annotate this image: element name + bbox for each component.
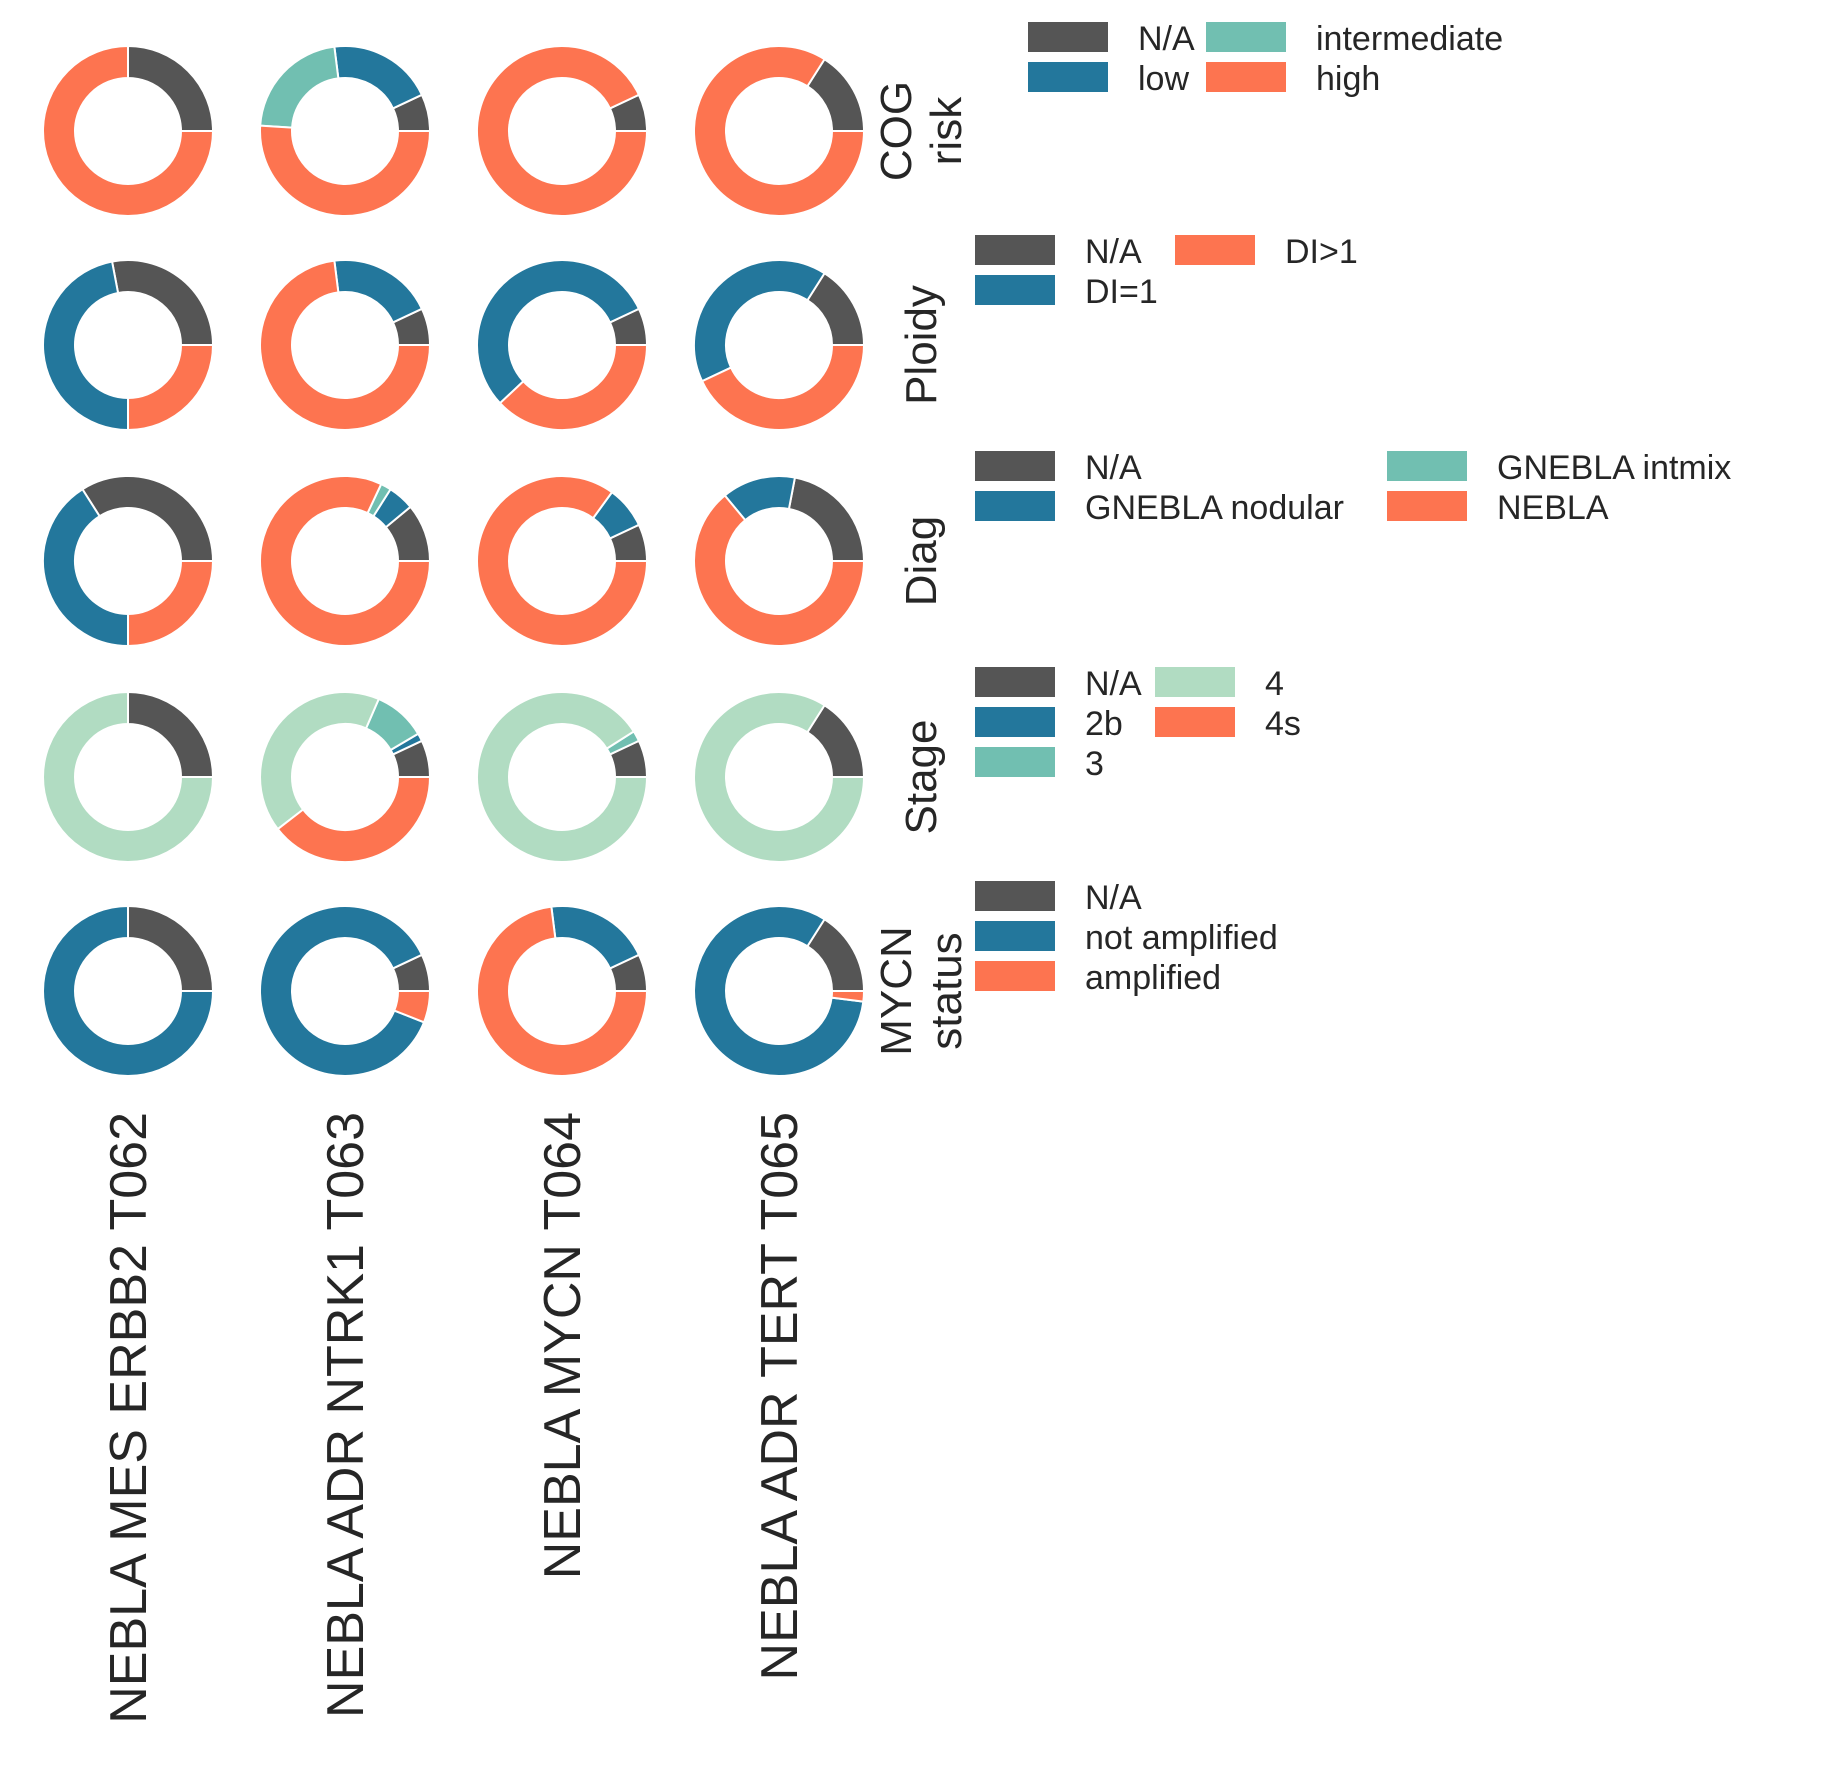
row-label-stage: Stage (897, 720, 946, 835)
legend-swatch-ploidy-n-a (975, 235, 1055, 265)
legend-label-stage-2b: 2b (1085, 705, 1123, 743)
legend-label-cog-risk-high: high (1316, 60, 1380, 98)
donut-slice-mycn-status-nebla-adr-tert-t065-not-amplified (693, 905, 865, 1077)
legend-label-stage-4: 4 (1265, 665, 1284, 703)
legend-swatch-ploidy-di-1 (1175, 235, 1255, 265)
donut-slice-ploidy-nebla-adr-tert-t065-di-1 (693, 259, 826, 383)
donut-slice-stage-nebla-adr-tert-t065-4 (693, 691, 866, 863)
legend-label-diag-n-a: N/A (1085, 449, 1142, 487)
donut-slice-mycn-status-nebla-mes-erbb2-t062-n-a (127, 904, 215, 992)
donut-slice-ploidy-nebla-adr-tert-t065-di-1 (700, 344, 866, 431)
row-labels: COG risk Ploidy Diag Stage MYCN status (872, 81, 971, 1056)
donut-slice-mycn-status-nebla-mycn-t064-not-amplified (550, 905, 641, 970)
donut-grid (42, 44, 866, 1077)
donut-slice-cog-risk-nebla-adr-ntrk1-t063-intermediate (259, 45, 340, 129)
legend-label-cog-risk-intermediate: intermediate (1316, 20, 1503, 58)
row-label-risk: risk (922, 96, 971, 165)
donut-slice-diag-nebla-mes-erbb2-t062-nebla (127, 560, 215, 648)
donut-slice-stage-nebla-mes-erbb2-t062-4 (42, 690, 215, 863)
donut-slice-diag-nebla-adr-tert-t065-n-a (787, 476, 866, 562)
donut-slice-cog-risk-nebla-mes-erbb2-t062-high (42, 44, 215, 217)
legend-label-ploidy-n-a: N/A (1085, 233, 1142, 271)
donut-slice-ploidy-nebla-mes-erbb2-t062-n-a (110, 259, 215, 346)
column-label-nebla-mes-erbb2-t062: NEBLA MES ERBB2 T062 (100, 1112, 158, 1724)
legend-label-stage-4s: 4s (1265, 705, 1301, 743)
donut-slice-mycn-status-nebla-adr-tert-t065-amplified (830, 990, 866, 1003)
donut-slice-cog-risk-nebla-mes-erbb2-t062-n-a (127, 44, 215, 132)
row-label-mycn: MYCN (872, 926, 921, 1056)
legend-swatch-diag-n-a (975, 451, 1055, 481)
donut-slice-diag-nebla-adr-tert-t065-nebla (693, 494, 866, 647)
row-label-ploidy: Ploidy (897, 285, 946, 405)
legend-label-stage-n-a: N/A (1085, 665, 1142, 703)
legend-label-ploidy-di-1: DI=1 (1085, 273, 1158, 311)
legend-label-diag-nebla: NEBLA (1497, 489, 1609, 527)
donut-slice-ploidy-nebla-mycn-t064-di-1 (498, 344, 649, 431)
donut-slice-mycn-status-nebla-mes-erbb2-t062-not-amplified (42, 904, 215, 1077)
donut-slice-stage-nebla-adr-ntrk1-t063-4s (276, 776, 432, 863)
legend-swatch-stage-3 (975, 747, 1055, 777)
legend-swatch-stage-n-a (975, 667, 1055, 697)
row-label-diag: Diag (897, 516, 946, 607)
row-label-status: status (922, 932, 971, 1049)
legend-label-diag-gnebla-nodular: GNEBLA nodular (1085, 489, 1344, 527)
legend-swatch-cog-risk-low (1028, 62, 1108, 92)
donut-slice-diag-nebla-mes-erbb2-t062-gnebla-nodular (42, 487, 129, 648)
donut-slice-stage-nebla-adr-ntrk1-t063-4 (259, 691, 381, 831)
donut-slice-cog-risk-nebla-adr-ntrk1-t063-low (333, 45, 424, 110)
legends: N/AlowintermediatehighN/ADI=1DI>1N/AGNEB… (975, 20, 1731, 997)
legend-swatch-cog-risk-n-a (1028, 22, 1108, 52)
legend-label-cog-risk-low: low (1138, 60, 1189, 98)
legend-swatch-stage-2b (975, 707, 1055, 737)
column-labels: NEBLA MES ERBB2 T062 NEBLA ADR NTRK1 T063… (100, 1112, 809, 1724)
donut-slice-ploidy-nebla-mycn-t064-di-1 (476, 259, 641, 405)
legend-label-mycn-status-n-a: N/A (1085, 879, 1142, 917)
legend-swatch-mycn-status-not-amplified (975, 921, 1055, 951)
legend-swatch-diag-gnebla-nodular (975, 491, 1055, 521)
column-label-nebla-mycn-t064: NEBLA MYCN T064 (534, 1112, 592, 1579)
column-label-nebla-adr-ntrk1-t063: NEBLA ADR NTRK1 T063 (317, 1112, 375, 1718)
legend-swatch-mycn-status-n-a (975, 881, 1055, 911)
donut-slice-ploidy-nebla-mes-erbb2-t062-di-1 (42, 260, 129, 432)
legend-swatch-stage-4 (1155, 667, 1235, 697)
legend-swatch-ploidy-di-1 (975, 275, 1055, 305)
legend-swatch-cog-risk-high (1206, 62, 1286, 92)
donut-slice-mycn-status-nebla-adr-ntrk1-t063-amplified (392, 990, 432, 1024)
donut-slice-diag-nebla-adr-ntrk1-t063-nebla (259, 475, 432, 647)
legend-swatch-stage-4s (1155, 707, 1235, 737)
donut-slice-stage-nebla-mes-erbb2-t062-n-a (127, 690, 215, 778)
donut-slice-cog-risk-nebla-adr-ntrk1-t063-high (259, 124, 432, 217)
legend-swatch-diag-nebla (1387, 491, 1467, 521)
donut-slice-mycn-status-nebla-mycn-t064-amplified (476, 905, 649, 1077)
row-label-cog: COG (872, 81, 921, 181)
legend-label-mycn-status-amplified: amplified (1085, 959, 1221, 997)
donut-slice-cog-risk-nebla-mycn-t064-high (476, 45, 649, 217)
legend-label-cog-risk-n-a: N/A (1138, 20, 1195, 58)
donut-slice-stage-nebla-mycn-t064-4 (476, 691, 649, 863)
legend-label-ploidy-di-1: DI>1 (1285, 233, 1358, 271)
donut-slice-ploidy-nebla-mes-erbb2-t062-di-1 (127, 344, 215, 432)
donut-slice-mycn-status-nebla-adr-ntrk1-t063-not-amplified (259, 905, 426, 1077)
donut-slice-cog-risk-nebla-adr-tert-t065-high (693, 45, 866, 217)
legend-label-diag-gnebla-intmix: GNEBLA intmix (1497, 449, 1731, 487)
column-label-nebla-adr-tert-t065: NEBLA ADR TERT T065 (751, 1112, 809, 1680)
legend-swatch-mycn-status-amplified (975, 961, 1055, 991)
legend-swatch-cog-risk-intermediate (1206, 22, 1286, 52)
donut-slice-diag-nebla-mes-erbb2-t062-n-a (81, 475, 215, 562)
legend-swatch-diag-gnebla-intmix (1387, 451, 1467, 481)
donut-slice-ploidy-nebla-adr-ntrk1-t063-di-1 (259, 259, 432, 431)
legend-label-stage-3: 3 (1085, 745, 1104, 783)
legend-label-mycn-status-not-amplified: not amplified (1085, 919, 1278, 957)
donut-slice-ploidy-nebla-adr-ntrk1-t063-di-1 (333, 259, 424, 324)
donut-slice-diag-nebla-mycn-t064-nebla (476, 475, 649, 647)
